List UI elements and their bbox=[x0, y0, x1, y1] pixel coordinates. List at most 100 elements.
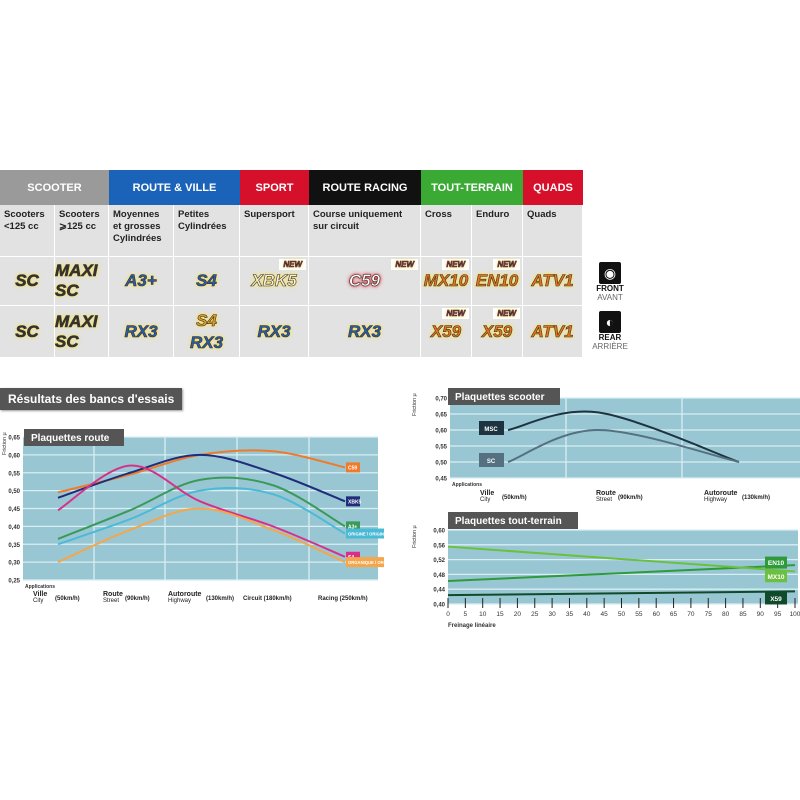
category-header: ROUTE & VILLE bbox=[109, 170, 240, 205]
series-label-box bbox=[346, 551, 360, 562]
y-axis-label: Friction μ bbox=[412, 525, 418, 548]
product-logo: RX3 bbox=[347, 321, 382, 341]
x-tick-label: 95 bbox=[774, 611, 782, 618]
product-logo: S4 bbox=[196, 271, 217, 291]
new-badge: NEW bbox=[442, 308, 469, 319]
series-line bbox=[57, 476, 346, 540]
chart-title: Plaquettes tout-terrain bbox=[455, 516, 562, 527]
series-label-box bbox=[765, 592, 787, 605]
product-logo: X59 bbox=[430, 321, 462, 341]
x-tick-label: 55 bbox=[635, 611, 643, 618]
y-tick-label: 0,65 bbox=[435, 413, 447, 419]
x-category-sublabel: City bbox=[480, 497, 490, 503]
column-description: Moyennes et grosses Cylindrées bbox=[109, 205, 174, 257]
front-product: C59 NEW bbox=[309, 257, 421, 306]
scooter-pads-chart: 0,45 0,50 0,55 0,60 0,65 0,70 Friction μ MSC SC P… bbox=[412, 388, 800, 503]
product-logo: ATV1 bbox=[531, 321, 574, 341]
x-tick-label: 25 bbox=[531, 611, 539, 618]
series-label: ORGANIQUE / ORGANIC bbox=[348, 560, 397, 565]
x-tick-label: 10 bbox=[479, 611, 487, 618]
front-product: EN10 NEW bbox=[472, 257, 523, 306]
x-tick-label: 50 bbox=[618, 611, 626, 618]
x-category-label: Autoroute bbox=[168, 591, 202, 598]
front-product: MX10 NEW bbox=[421, 257, 472, 306]
x-category-speed: (90km/h) bbox=[618, 495, 643, 501]
product-logo: X59 bbox=[481, 321, 513, 341]
x-category-sublabel: Street bbox=[596, 497, 612, 503]
series-label: ORIGINE / ORIGINAL bbox=[348, 532, 390, 537]
chart-title: Plaquettes route bbox=[31, 433, 110, 444]
y-tick-label: 0,55 bbox=[8, 471, 20, 477]
x-tick-label: 0 bbox=[446, 611, 450, 618]
series-line bbox=[57, 464, 346, 558]
column-description: Petites Cylindrées bbox=[174, 205, 240, 257]
front-product: S4 bbox=[174, 257, 240, 306]
x-tick-label: 40 bbox=[583, 611, 591, 618]
y-tick-label: 0,65 bbox=[8, 436, 20, 442]
rear-product: X59 NEW bbox=[421, 306, 472, 358]
section-title: Résultats des bancs d'essais bbox=[0, 388, 183, 410]
series-label: XBK5 bbox=[348, 499, 362, 505]
x-category-sublabel: Highway bbox=[168, 598, 191, 604]
series-label-box bbox=[346, 462, 360, 473]
series-label-box bbox=[346, 557, 384, 568]
series-label: C59 bbox=[348, 465, 357, 471]
y-tick-label: 0,52 bbox=[433, 558, 445, 564]
x-axis-label: Applications bbox=[452, 482, 482, 488]
x-tick-label: 100 bbox=[790, 611, 800, 618]
category-header: SPORT bbox=[240, 170, 309, 205]
x-tick-label: 45 bbox=[601, 611, 609, 618]
y-tick-label: 0,45 bbox=[435, 477, 447, 483]
x-tick-label: 35 bbox=[566, 611, 574, 618]
rear-product: RX3 bbox=[240, 306, 309, 358]
series-label-box bbox=[765, 570, 787, 583]
new-badge: NEW bbox=[442, 259, 469, 270]
product-logo: MAXI SC bbox=[55, 311, 98, 351]
x-axis-label: Freinage linéaire bbox=[448, 623, 496, 629]
y-tick-label: 0,30 bbox=[8, 561, 20, 567]
series-label: MX10 bbox=[768, 574, 785, 581]
product-logo: XBK5 bbox=[251, 271, 297, 291]
y-tick-label: 0,60 bbox=[8, 453, 20, 459]
front-wheel-icon: ◉ bbox=[599, 262, 621, 284]
product-logo: S4 bbox=[196, 310, 217, 330]
series-line bbox=[447, 590, 796, 597]
series-line bbox=[447, 545, 796, 573]
product-logo: EN10 bbox=[475, 271, 519, 291]
rear-indicator: ◐ REAR ARRIÈRE bbox=[590, 311, 630, 351]
series-label-box bbox=[346, 528, 384, 539]
front-product: A3+ bbox=[109, 257, 174, 306]
y-tick-label: 0,25 bbox=[8, 579, 20, 585]
front-product: MAXI SC bbox=[55, 257, 109, 306]
front-sublabel: AVANT bbox=[597, 293, 623, 302]
new-badge: NEW bbox=[279, 259, 306, 270]
category-header: SCOOTER bbox=[0, 170, 109, 205]
product-logo: RX3 bbox=[189, 332, 224, 352]
series-label: SC bbox=[487, 459, 496, 465]
chart-title-box bbox=[448, 512, 578, 529]
series-label-box bbox=[346, 496, 360, 507]
y-tick-label: 0,60 bbox=[435, 429, 447, 435]
product-logo: RX3 bbox=[257, 321, 291, 341]
x-category-label: Circuit (180km/h) bbox=[243, 596, 292, 602]
category-header: QUADS bbox=[523, 170, 583, 205]
rear-product: MAXI SC bbox=[55, 306, 109, 358]
series-label-box bbox=[479, 421, 504, 435]
x-tick-label: 70 bbox=[687, 611, 695, 618]
y-tick-label: 0,70 bbox=[435, 397, 447, 403]
product-logo: SC bbox=[15, 321, 39, 341]
x-category-label: Autoroute bbox=[704, 490, 738, 497]
chart-title-box bbox=[24, 429, 124, 446]
y-tick-label: 0,40 bbox=[433, 603, 445, 609]
x-category-speed: (130km/h) bbox=[206, 596, 234, 602]
rear-product: ATV1 bbox=[523, 306, 583, 358]
x-category-label: Route bbox=[103, 591, 123, 598]
column-description: Scooters ⩾125 cc bbox=[55, 205, 109, 257]
new-badge: NEW bbox=[493, 308, 520, 319]
plot-area bbox=[450, 398, 800, 478]
x-tick-label: 80 bbox=[722, 611, 730, 618]
route-pads-chart: 0,25 0,30 0,35 0,40 0,45 0,50 0,55 0,60 0,65Fric… bbox=[2, 429, 397, 604]
column-description: Supersport bbox=[240, 205, 309, 257]
front-product: SC bbox=[0, 257, 55, 306]
x-category-speed: (50km/h) bbox=[55, 596, 80, 602]
